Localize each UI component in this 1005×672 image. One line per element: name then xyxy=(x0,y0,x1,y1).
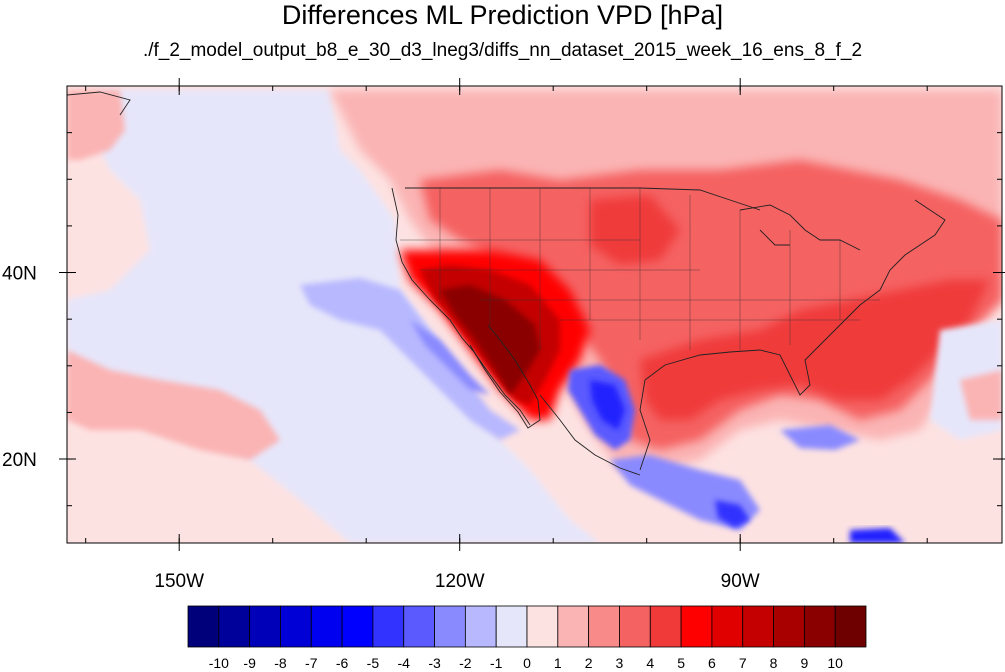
eastern-pacific-darker-blue xyxy=(410,320,490,395)
colorbar-label: -4 xyxy=(398,655,411,671)
colorbar-swatch xyxy=(249,605,281,648)
colorbar-label: 1 xyxy=(554,655,562,671)
colorbar-swatch xyxy=(834,605,867,648)
us-west-coast xyxy=(391,187,531,426)
eastern-pacific-blue-region xyxy=(300,278,520,440)
colorbar-label: -3 xyxy=(428,655,441,671)
lon-tick-label: 90W xyxy=(721,571,760,592)
colorbar-swatch xyxy=(218,605,251,648)
colorbar-label: -7 xyxy=(305,655,318,671)
great-plains-red xyxy=(590,195,680,265)
colorbar-label: 5 xyxy=(677,655,685,671)
colorbar-swatch xyxy=(711,605,744,648)
pacific-red-patch-west xyxy=(67,350,280,460)
colorbar-swatch xyxy=(280,605,312,648)
colorbar-swatch xyxy=(773,605,805,648)
colorbar-label: -1 xyxy=(490,655,503,671)
gulf-of-california-dark-blue xyxy=(590,380,625,430)
colorbar-label: 7 xyxy=(739,655,747,671)
atlantic-coast xyxy=(879,199,946,291)
colorbar-label: -8 xyxy=(274,655,287,671)
colorbar-label: -5 xyxy=(367,655,380,671)
baja-peninsula xyxy=(469,324,541,429)
colorbar-swatch xyxy=(649,605,682,648)
state-borders xyxy=(400,188,880,350)
colorbar-label: -10 xyxy=(209,655,229,671)
colorbar-label: 8 xyxy=(770,655,778,671)
colorbar-label: 3 xyxy=(616,655,624,671)
south-east-dark-blue xyxy=(850,528,905,543)
map-title: Differences ML Prediction VPD [hPa] xyxy=(281,0,724,30)
map-subtitle: ./f_2_model_output_b8_e_30_d3_lneg3/diff… xyxy=(142,40,863,61)
colorbar-label: 0 xyxy=(523,655,531,671)
lat-tick-label: 20N xyxy=(2,450,37,471)
colorbar-label: -2 xyxy=(459,655,472,671)
coastlines xyxy=(67,91,946,476)
colorbar-swatch xyxy=(403,605,435,648)
colorbar-label: -9 xyxy=(243,655,256,671)
colorbar-label: 4 xyxy=(646,655,654,671)
colorbar-swatch xyxy=(742,605,774,648)
colorbar-swatch xyxy=(619,605,651,648)
colorbar-swatch xyxy=(187,605,220,648)
lon-tick-label: 150W xyxy=(154,571,204,592)
colorbar-label: 6 xyxy=(708,655,716,671)
colorbar-swatch xyxy=(526,605,559,648)
mexico-west-coast xyxy=(539,394,641,476)
colorbar-swatch xyxy=(588,605,620,648)
caribbean-dark-blue xyxy=(715,500,750,528)
colorbar-swatch xyxy=(341,605,374,648)
lat-tick-label: 40N xyxy=(2,264,37,285)
colorbar-label: -6 xyxy=(336,655,349,671)
colorbar-swatch xyxy=(310,605,343,648)
lon-tick-label: 120W xyxy=(435,571,485,592)
colorbar: -10 -9 -8 -7 -6 -5 -4 -3 -2 -1 0 1 2 3 4 5 6 7 8 9 10 xyxy=(187,605,867,671)
colorbar-swatch xyxy=(372,605,405,648)
axis-ticks: 40N 20N 150W 120W 90W xyxy=(2,78,1005,592)
colorbar-swatch xyxy=(680,605,713,648)
colorbar-swatch xyxy=(803,605,836,648)
colorbar-swatch xyxy=(557,605,590,648)
atlantic-pink xyxy=(960,370,1002,420)
gulf-coast xyxy=(639,289,881,471)
pacific-red-patch-northwest xyxy=(67,90,125,160)
colorbar-swatch xyxy=(495,605,528,648)
map-field xyxy=(67,86,1002,543)
colorbar-label: 9 xyxy=(800,655,808,671)
map-frame xyxy=(66,85,1003,544)
colorbar-label: 10 xyxy=(827,655,843,671)
colorbar-swatch xyxy=(434,605,466,648)
southwest-hotspot-region xyxy=(440,285,540,395)
colorbar-label: 2 xyxy=(585,655,593,671)
alaska-coast xyxy=(67,91,131,116)
colorbar-swatch xyxy=(464,605,497,648)
caribbean-east-blue xyxy=(780,425,860,450)
